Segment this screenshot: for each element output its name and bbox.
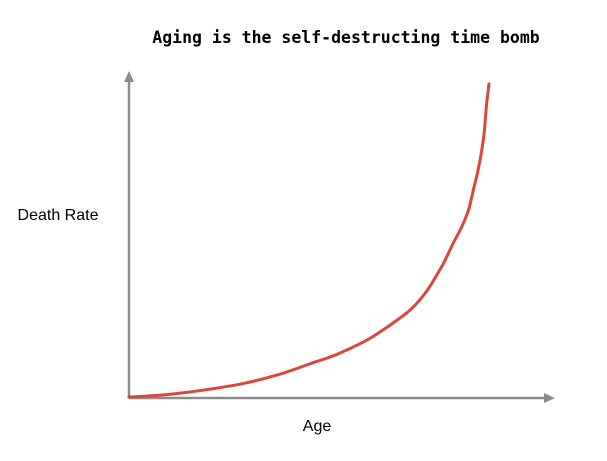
y-axis-label: Death Rate <box>18 207 99 224</box>
x-axis-arrow-icon <box>544 393 555 403</box>
axes <box>124 71 555 403</box>
chart-title: Aging is the self-destructing time bomb <box>152 28 539 47</box>
series-line-death-rate <box>127 82 491 399</box>
x-axis-label: Age <box>303 418 332 435</box>
y-axis-arrow-icon <box>124 71 134 82</box>
